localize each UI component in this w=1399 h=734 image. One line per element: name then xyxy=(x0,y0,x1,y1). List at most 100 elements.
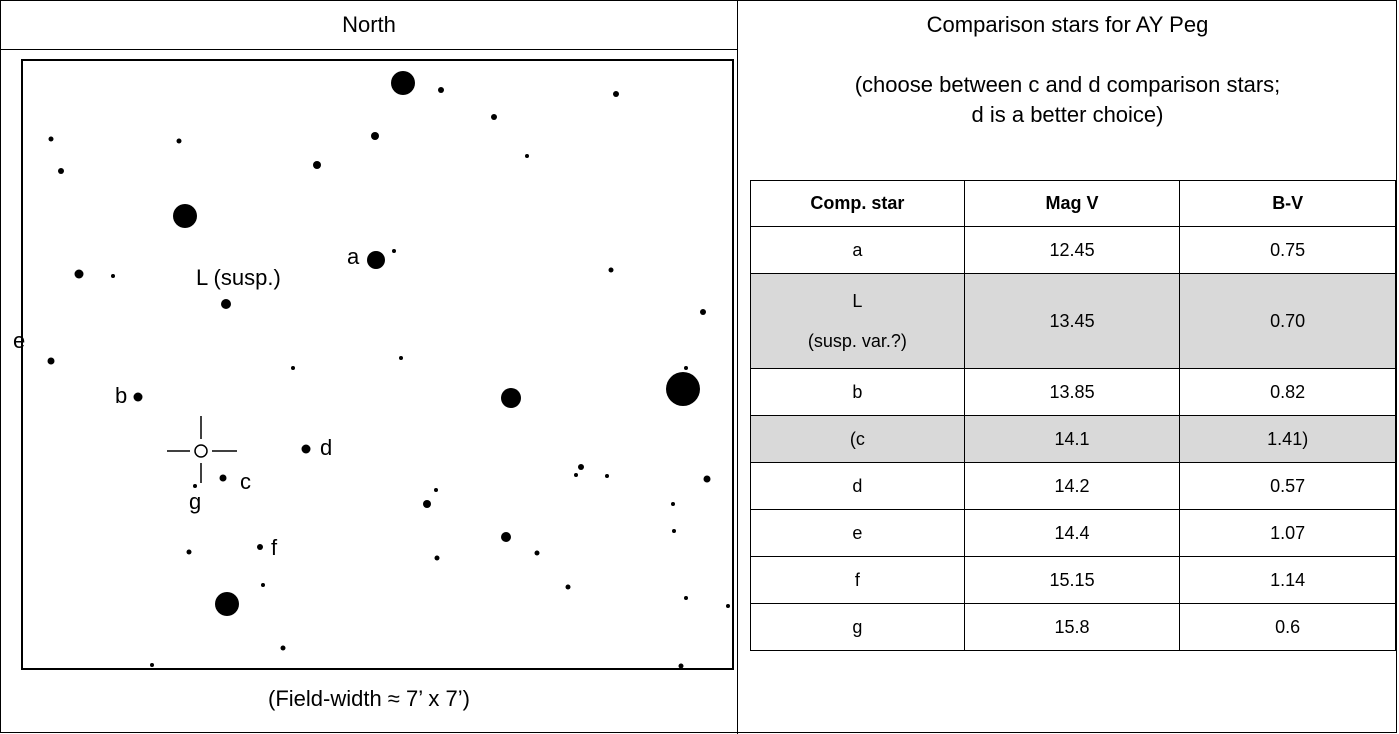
label-star-d: d xyxy=(320,435,333,460)
star-c-mark xyxy=(219,474,227,482)
star-mark xyxy=(74,269,84,279)
star-mark xyxy=(392,249,396,253)
star-mark xyxy=(173,204,197,228)
label-star-f: f xyxy=(271,535,278,560)
cell-b-v: 1.41) xyxy=(1179,415,1396,463)
star-mark xyxy=(58,168,64,174)
finder-chart-svg xyxy=(47,71,730,669)
header-comp-star: Comp. star xyxy=(750,180,965,227)
header-mag-v: Mag V xyxy=(963,180,1181,227)
table-row: L (susp. var.?) 13.45 0.70 xyxy=(750,273,1396,369)
star-mark xyxy=(684,596,688,600)
cell-b-v: 1.14 xyxy=(1179,556,1396,604)
star-mark xyxy=(578,464,584,470)
cell-b-v: 0.82 xyxy=(1179,368,1396,416)
north-label: North xyxy=(342,12,396,37)
star-g-mark xyxy=(193,484,197,488)
cell-mag-v: 15.8 xyxy=(963,603,1181,651)
comparison-title: Comparison stars for AY Peg xyxy=(926,12,1209,37)
star-mark xyxy=(678,663,684,669)
star-e-mark xyxy=(47,357,55,365)
star-mark xyxy=(666,372,700,406)
star-f-mark xyxy=(257,544,263,550)
star-mark xyxy=(574,473,578,477)
star-mark xyxy=(671,502,675,506)
label-star-L: L (susp.) xyxy=(196,265,281,290)
star-mark xyxy=(176,138,182,144)
star-d-mark xyxy=(301,444,311,454)
star-mark xyxy=(501,388,521,408)
table-row: b 13.85 0.82 xyxy=(750,368,1396,416)
star-mark xyxy=(491,114,497,120)
cell-b-v: 0.75 xyxy=(1179,226,1396,274)
star-mark xyxy=(613,91,619,97)
note-line-1: (choose between c and d comparison stars… xyxy=(854,72,1281,97)
star-mark xyxy=(565,584,571,590)
table-row: d 14.2 0.57 xyxy=(750,462,1396,510)
cell-mag-v: 14.4 xyxy=(963,509,1181,557)
cell-star: (c xyxy=(750,415,965,463)
cell-star-line-1: L xyxy=(852,291,863,311)
star-a-mark xyxy=(367,251,385,269)
finder-chart: a L (susp.) e b d c g f xyxy=(13,59,734,670)
note-line-2: d is a better choice) xyxy=(971,102,1164,127)
table-row: a 12.45 0.75 xyxy=(750,226,1396,274)
cell-mag-v: 13.85 xyxy=(963,368,1181,416)
star-mark xyxy=(215,592,239,616)
cell-b-v: 0.57 xyxy=(1179,462,1396,510)
label-star-a: a xyxy=(347,244,360,269)
label-star-b: b xyxy=(115,383,128,408)
cell-mag-v: 15.15 xyxy=(963,556,1181,604)
cell-mag-v: 14.1 xyxy=(963,415,1181,463)
star-mark xyxy=(280,645,286,651)
star-mark xyxy=(186,549,192,555)
header-b-v: B-V xyxy=(1179,180,1396,227)
cell-b-v: 0.70 xyxy=(1179,273,1396,369)
cell-b-v: 0.6 xyxy=(1179,603,1396,651)
table-row: (c 14.1 1.41) xyxy=(750,415,1396,463)
comparison-table: Comp. star Mag V B-V a 12.45 0.75 L (sus… xyxy=(750,180,1396,651)
cell-star-line-2: (susp. var.?) xyxy=(807,331,907,351)
table-row: f 15.15 1.14 xyxy=(750,556,1396,604)
cell-b-v: 1.07 xyxy=(1179,509,1396,557)
star-mark xyxy=(703,475,711,483)
star-mark xyxy=(434,555,440,561)
star-mark xyxy=(150,663,154,667)
star-mark xyxy=(534,550,540,556)
cell-mag-v: 13.45 xyxy=(963,273,1181,369)
cell-star: a xyxy=(750,226,965,274)
star-mark xyxy=(726,604,730,608)
table-row: g 15.8 0.6 xyxy=(750,603,1396,651)
star-mark xyxy=(605,474,609,478)
star-mark xyxy=(423,500,431,508)
star-L-mark xyxy=(221,299,231,309)
table-header-row: Comp. star Mag V B-V xyxy=(750,180,1396,227)
label-star-c: c xyxy=(240,469,251,494)
cell-star: d xyxy=(750,462,965,510)
star-mark xyxy=(399,356,403,360)
column-divider xyxy=(737,0,738,734)
star-mark xyxy=(684,366,688,370)
star-mark xyxy=(434,488,438,492)
star-mark xyxy=(525,154,529,158)
label-star-e: e xyxy=(13,328,26,353)
cell-star: L (susp. var.?) xyxy=(750,273,965,369)
star-mark xyxy=(48,136,54,142)
star-mark xyxy=(391,71,415,95)
star-mark xyxy=(313,161,321,169)
star-mark xyxy=(608,267,614,273)
star-mark xyxy=(438,87,444,93)
cell-star: g xyxy=(750,603,965,651)
star-mark xyxy=(261,583,265,587)
cell-star: e xyxy=(750,509,965,557)
field-width-caption: (Field-width ≈ 7’ x 7’) xyxy=(268,686,470,711)
star-mark xyxy=(501,532,511,542)
star-mark xyxy=(700,309,706,315)
star-mark xyxy=(111,274,115,278)
star-b-mark xyxy=(133,392,143,402)
cell-mag-v: 14.2 xyxy=(963,462,1181,510)
star-mark xyxy=(371,132,379,140)
target-crosshair xyxy=(167,416,237,483)
star-mark xyxy=(672,529,676,533)
star-mark xyxy=(291,366,295,370)
